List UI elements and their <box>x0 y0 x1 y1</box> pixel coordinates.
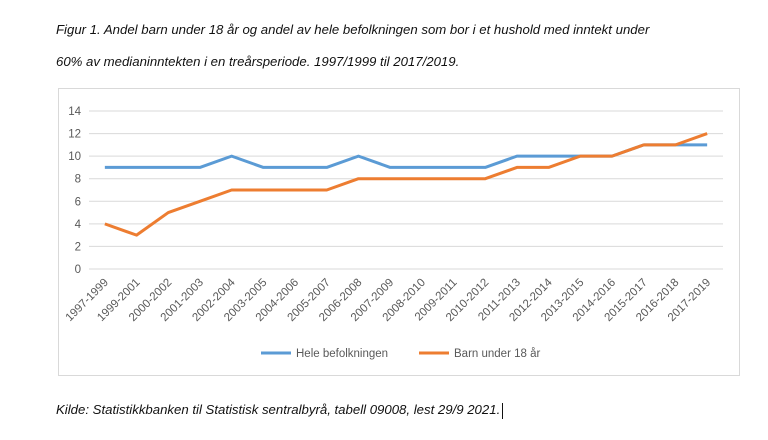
chart: 0 2 4 6 8 10 12 14 1997-1999 1999-2001 2000-2002 20… <box>58 88 740 376</box>
legend-label: Hele befolkningen <box>296 348 388 360</box>
y-tick-label: 2 <box>75 241 81 253</box>
legend-label: Barn under 18 år <box>454 348 540 360</box>
series-line-1 <box>104 132 708 237</box>
figure-caption-line1: Figur 1. Andel barn under 18 år og andel… <box>56 22 650 37</box>
figure-caption-line2: 60% av medianinntekten i en treårsperiod… <box>56 54 460 69</box>
source-note: Kilde: Statistikkbanken til Statistisk s… <box>56 402 504 419</box>
y-tick-label: 8 <box>75 174 81 186</box>
y-tick-label: 10 <box>68 151 81 163</box>
y-tick-label: 14 <box>68 106 81 118</box>
y-tick-label: 4 <box>75 219 82 231</box>
y-tick-label: 6 <box>75 196 81 208</box>
y-tick-label: 0 <box>75 264 81 276</box>
text-cursor <box>502 402 504 419</box>
y-tick-label: 12 <box>68 129 81 141</box>
source-text: Kilde: Statistikkbanken til Statistisk s… <box>56 402 501 417</box>
line-chart-svg: 024681012141997-19991999-20012000-200220… <box>64 106 723 360</box>
